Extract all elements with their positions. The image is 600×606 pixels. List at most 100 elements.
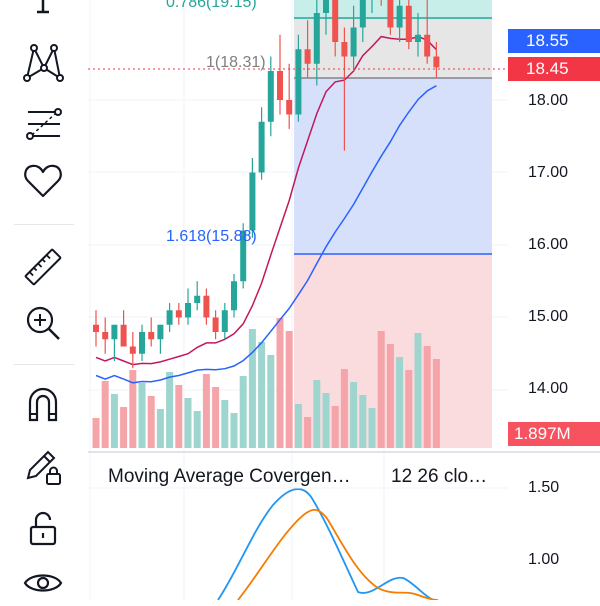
volume-bar — [304, 417, 312, 448]
candle-body — [102, 332, 109, 340]
chart-area[interactable]: 0.786(19.15) 1(18.31) 1.618(15.88) 18.00… — [88, 0, 600, 600]
toolbar-divider — [14, 364, 74, 365]
zoom-tool[interactable] — [18, 300, 68, 346]
candle-body — [286, 100, 293, 115]
volume-bar — [147, 396, 155, 448]
cursor-line-tool[interactable] — [18, 0, 68, 34]
candlesticks — [93, 0, 440, 369]
entry-zone[interactable] — [294, 20, 492, 78]
price-chart[interactable] — [88, 0, 600, 600]
volume-bar — [396, 357, 404, 448]
volume-bar — [120, 407, 128, 448]
volume-bar — [414, 333, 422, 448]
candle-body — [295, 49, 302, 115]
candle-body — [277, 71, 283, 100]
current-price-tag[interactable]: 18.45 — [508, 57, 600, 81]
volume-bar — [294, 404, 302, 448]
visibility-button[interactable] — [18, 560, 68, 606]
pattern-tool[interactable] — [18, 40, 68, 86]
volume-bar — [110, 394, 118, 448]
candle-body — [267, 71, 274, 122]
candle-body — [166, 310, 173, 325]
candle-body — [111, 324, 118, 340]
volume-bar — [359, 395, 367, 448]
candle-body — [313, 13, 320, 64]
candle-body — [304, 49, 311, 64]
volume-bar — [405, 370, 413, 448]
volume-bar — [184, 398, 192, 448]
drawing-toolbar — [0, 0, 88, 600]
volume-bar — [230, 413, 238, 448]
lock-drawings-button[interactable] — [18, 444, 68, 490]
favorites-button[interactable] — [18, 158, 68, 204]
measure-tool[interactable] — [18, 244, 68, 290]
volume-bar — [175, 385, 183, 448]
magnet-button[interactable] — [18, 382, 68, 428]
volume-bar — [377, 331, 385, 448]
candle-body — [424, 34, 431, 57]
candle-body — [249, 172, 256, 231]
candle-body — [433, 56, 440, 68]
fib-label-1: 1(18.31) — [206, 54, 266, 71]
volume-bar — [368, 408, 376, 448]
candle-body — [415, 34, 421, 42]
vertical-line-icon — [37, 0, 49, 14]
macd-params[interactable]: 12 26 clo… — [391, 466, 488, 487]
volume-bar — [138, 383, 146, 448]
candle-body — [93, 324, 99, 332]
macd-title[interactable]: Moving Average Covergen… — [108, 466, 351, 487]
volume-bar — [340, 369, 348, 448]
toolbar-divider — [14, 224, 74, 225]
volume-bar — [156, 409, 164, 448]
volume-bar — [285, 331, 293, 448]
profit-zone[interactable] — [294, 78, 492, 254]
candle-body — [203, 295, 210, 318]
volume-bar — [267, 355, 275, 448]
volume-bar — [276, 318, 284, 448]
fib-label-0786: 0.786(19.15) — [166, 0, 257, 11]
eye-icon — [23, 574, 63, 592]
candle-body — [139, 332, 145, 354]
candle-body — [157, 324, 164, 340]
volume-bar — [193, 411, 201, 448]
candle-body — [332, 0, 339, 43]
ma-slow-line — [95, 85, 437, 384]
volume-bar — [248, 329, 256, 448]
price-axis-label: 17.00 — [528, 164, 569, 181]
signal-line — [237, 508, 439, 600]
candle-body — [240, 230, 247, 282]
fib-label-1618: 1.618(15.88) — [166, 228, 257, 245]
volume-bar — [239, 376, 247, 448]
target-price-tag[interactable]: 18.55 — [508, 29, 600, 53]
price-axis-label: 15.00 — [528, 308, 569, 325]
price-axis-label: 16.00 — [528, 236, 569, 253]
ma-fast-line — [95, 35, 437, 366]
volume-bar — [166, 372, 174, 448]
ruler-icon — [24, 248, 62, 286]
price-axis-label: 14.00 — [528, 380, 569, 397]
volume-bar — [322, 393, 330, 448]
candle-body — [359, 0, 366, 28]
volume-bars — [92, 318, 440, 448]
candle-body — [212, 317, 219, 332]
candle-body — [396, 5, 403, 28]
fib-tool[interactable] — [18, 102, 68, 148]
candle-body — [175, 310, 182, 318]
pencil-lock-icon — [26, 450, 61, 485]
macd-line — [217, 488, 434, 600]
candle-body — [258, 121, 265, 173]
candle-body — [221, 310, 228, 332]
candle-body — [323, 0, 329, 14]
candle-body — [194, 295, 201, 303]
volume-bar — [202, 374, 210, 448]
volume-tag: 1.897M — [508, 422, 600, 446]
zoom-in-icon — [26, 306, 60, 340]
lock-open-icon — [29, 511, 57, 546]
volume-bar — [313, 380, 321, 448]
lock-all-button[interactable] — [18, 506, 68, 552]
fib-retracement-icon — [26, 108, 62, 140]
candle-body — [129, 346, 136, 354]
volume-bar — [129, 370, 137, 448]
candle-body — [231, 281, 237, 311]
heart-icon — [24, 164, 62, 198]
